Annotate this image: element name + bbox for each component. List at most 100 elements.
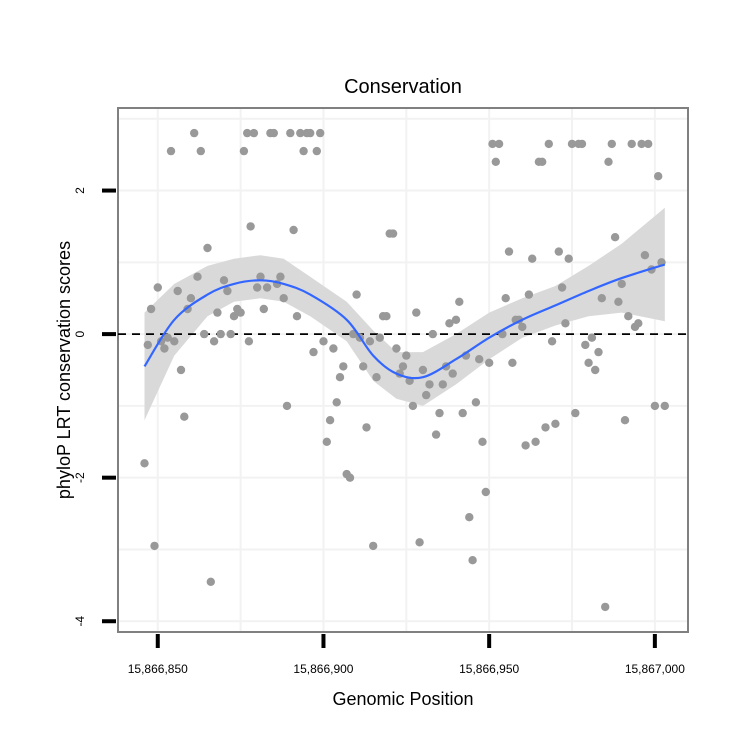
data-point: [561, 319, 570, 328]
data-point: [471, 398, 481, 407]
data-point: [316, 128, 325, 138]
y-tick-label: 0: [73, 330, 87, 337]
data-point: [259, 304, 268, 314]
data-point: [196, 146, 205, 156]
y-axis-label: phyloP LRT conservation scores: [54, 241, 74, 499]
data-point: [601, 602, 610, 612]
data-point: [431, 430, 441, 439]
data-point: [581, 340, 590, 350]
y-tick-label: 2: [73, 187, 87, 194]
data-point: [604, 157, 613, 166]
data-point: [322, 437, 331, 446]
data-point: [170, 337, 179, 346]
data-point: [488, 139, 497, 149]
data-point: [551, 419, 560, 428]
data-point: [200, 329, 209, 339]
data-point: [292, 312, 302, 321]
data-point: [150, 541, 159, 551]
data-point: [180, 412, 189, 421]
x-tick-label: 15,866,900: [293, 662, 353, 676]
data-point: [246, 222, 255, 231]
data-point: [418, 365, 428, 375]
data-point: [422, 390, 431, 400]
data-point: [153, 283, 162, 292]
data-point: [597, 294, 606, 303]
data-point: [557, 283, 567, 292]
data-point: [216, 329, 225, 339]
data-point: [345, 473, 355, 482]
data-point: [481, 487, 490, 497]
data-point: [375, 333, 384, 342]
grid-lines: [118, 108, 688, 632]
data-point: [544, 139, 553, 149]
data-point: [253, 283, 262, 292]
data-point: [213, 308, 222, 317]
data-point: [451, 315, 461, 324]
x-tick-label: 15,866,850: [128, 662, 188, 676]
data-point: [269, 128, 278, 138]
data-point: [528, 254, 537, 263]
data-point: [256, 272, 265, 281]
data-point: [372, 373, 381, 382]
data-point: [243, 128, 252, 138]
data-point: [617, 279, 626, 289]
data-point: [448, 369, 457, 378]
data-point: [567, 139, 577, 149]
data-point: [475, 355, 484, 364]
data-point: [508, 358, 517, 367]
smooth-line-layer: [143, 263, 666, 380]
data-point: [521, 441, 530, 450]
data-point: [491, 157, 500, 166]
data-point: [143, 340, 152, 350]
data-point: [352, 290, 361, 299]
data-point: [289, 225, 298, 235]
data-point: [644, 139, 653, 149]
data-point: [329, 344, 338, 353]
data-point: [226, 329, 235, 339]
data-point: [428, 329, 437, 339]
data-point: [332, 398, 341, 407]
data-point: [547, 337, 557, 346]
data-point: [408, 401, 418, 411]
data-point: [239, 146, 249, 156]
data-point: [504, 247, 514, 256]
data-point: [309, 347, 318, 357]
x-axis-ticks: 15,866,850 15,866,900 15,866,950 15,867,000: [128, 634, 685, 676]
data-point: [660, 401, 669, 411]
data-point: [415, 538, 424, 547]
data-point: [282, 401, 292, 411]
data-point: [146, 304, 156, 314]
y-tick-label: -4: [73, 616, 87, 627]
data-point: [279, 294, 288, 303]
data-point: [624, 312, 633, 321]
data-point: [458, 408, 467, 418]
data-point: [412, 308, 421, 317]
data-point: [554, 247, 563, 256]
data-point: [173, 286, 182, 296]
data-point: [286, 128, 295, 138]
confidence-band-layer: [144, 207, 665, 421]
data-point: [166, 146, 176, 156]
y-tick-label: -2: [73, 472, 87, 483]
data-point: [607, 139, 616, 149]
data-point: [219, 276, 229, 285]
data-point: [306, 128, 315, 138]
data-point: [369, 541, 378, 551]
data-point: [591, 365, 600, 375]
points-layer: [140, 128, 669, 612]
data-point: [236, 308, 245, 317]
data-point: [398, 362, 408, 371]
data-point: [223, 286, 232, 296]
x-tick-label: 15,866,950: [459, 662, 519, 676]
data-point: [296, 128, 305, 138]
data-point: [402, 351, 411, 360]
data-point: [455, 297, 464, 306]
data-point: [478, 437, 487, 446]
data-point: [587, 333, 597, 342]
data-point: [160, 344, 169, 353]
data-point: [564, 254, 573, 263]
data-point: [276, 272, 285, 281]
data-point: [634, 319, 643, 328]
data-point: [249, 128, 259, 138]
data-point: [531, 437, 540, 446]
